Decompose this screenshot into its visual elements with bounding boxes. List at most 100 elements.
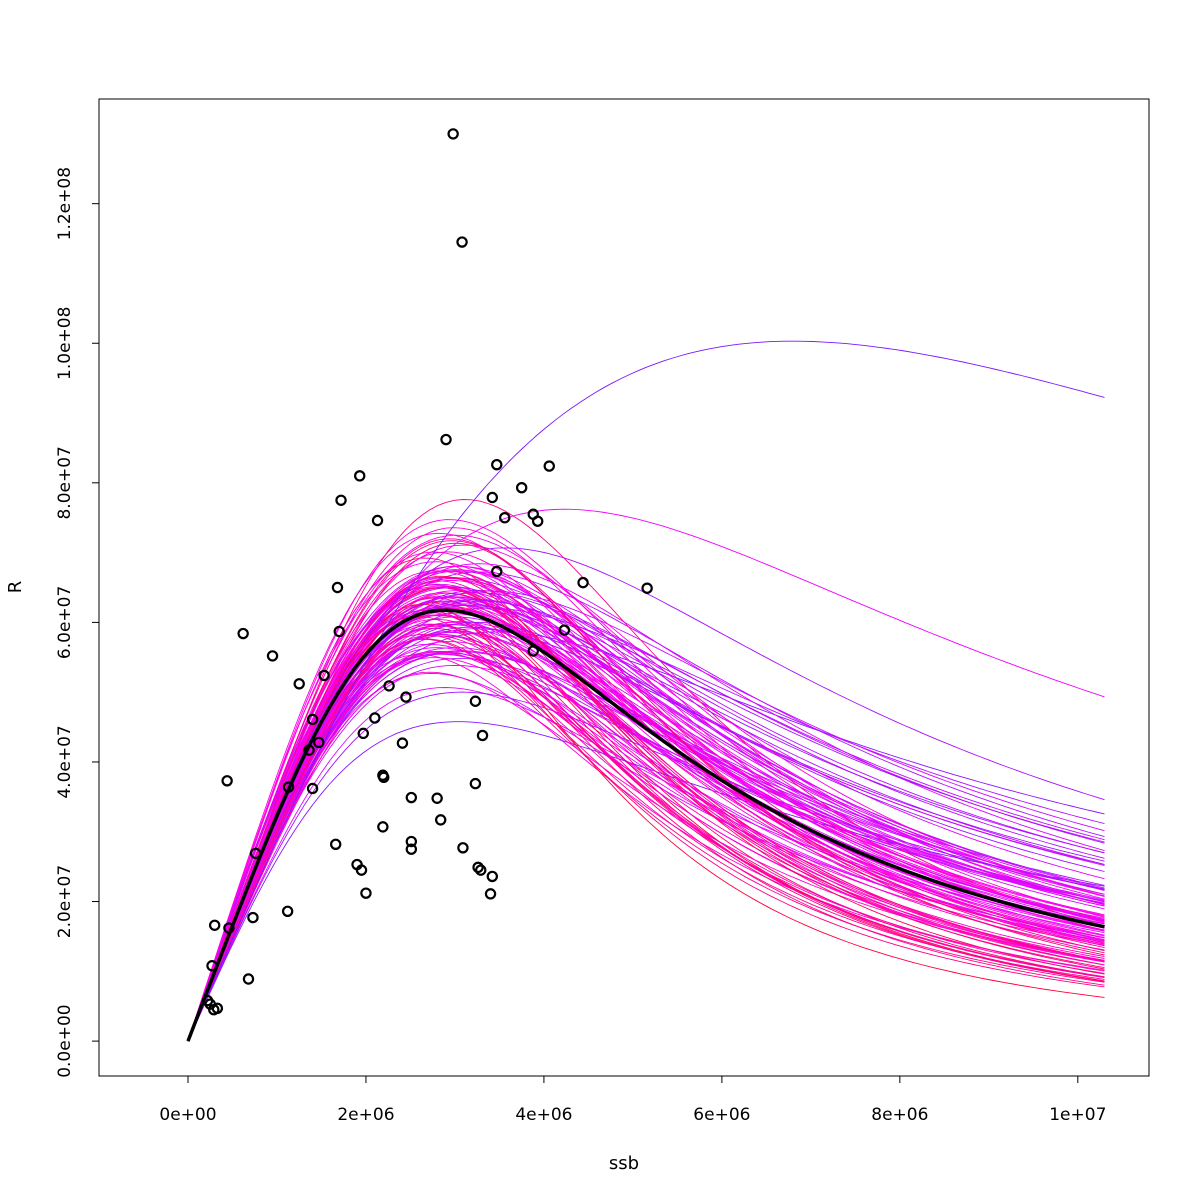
data-point [281,905,294,918]
data-point [237,627,249,640]
data-point [331,581,344,594]
bootstrap-curve [187,570,1105,1042]
x-tick-label: 8e+06 [871,1105,928,1125]
bootstrap-curve [187,624,1105,1042]
bootstrap-curve [187,575,1105,1042]
data-point [378,771,390,784]
data-point [333,625,345,638]
bootstrap-curve [187,563,1105,1042]
data-point [329,838,342,851]
bootstrap-curve [187,576,1105,1042]
y-tick-label: 8.0e+07 [55,446,75,519]
bootstrap-curve [187,557,1105,1042]
bootstrap-curve [187,599,1105,1042]
x-tick-label: 6e+06 [693,1105,750,1125]
data-point [405,843,418,855]
x-tick-label: 2e+06 [337,1105,394,1125]
bootstrap-curve [187,579,1105,1042]
fitted-curve-group [186,608,1105,1042]
data-point [313,736,325,749]
bootstrap-curve [187,603,1105,1042]
data-point [456,236,468,248]
data-point [475,864,487,876]
bootstrap-curve [187,633,1105,1042]
data-point [484,888,497,900]
bootstrap-curve [187,570,1105,1042]
y-tick-label: 2.0e+07 [55,865,75,938]
bootstrap-curve [187,547,1105,1042]
bootstrap-curve [187,587,1105,1042]
bootstrap-curve [187,570,1105,1042]
data-point [282,781,295,793]
bootstrap-curve [187,583,1105,1042]
data-point [208,919,221,931]
data-point [440,433,452,446]
bootstrap-curve [187,631,1105,1042]
data-point [558,624,571,636]
y-tick-label: 6.0e+07 [55,586,75,659]
data-point [472,861,484,874]
bootstrap-curve [187,551,1105,1042]
data-point [491,565,503,578]
bootstrap-curve [187,340,1105,1042]
bootstrap-curve [187,651,1105,1042]
y-tick-label: 4.0e+07 [55,725,75,798]
data-point [469,777,482,790]
bootstrap-curve [187,625,1105,1042]
data-point [396,737,409,749]
bootstrap-curve [187,610,1105,1042]
data-point [208,1004,220,1016]
data-point [383,680,395,692]
data-point [431,792,443,804]
data-point [242,973,255,985]
data-point [266,650,279,662]
bootstrap-curves [187,340,1105,1042]
x-tick-label: 4e+06 [515,1105,572,1125]
data-point [405,835,418,848]
y-tick-label: 1.0e+08 [55,307,75,380]
data-point [499,512,511,524]
data-point [223,922,235,934]
data-point [371,514,384,527]
x-axis-title: ssb [609,1153,639,1174]
observations [201,128,653,1016]
bootstrap-curve [187,611,1105,1042]
data-point [531,515,544,527]
data-point [249,847,262,860]
data-point [476,729,489,742]
bootstrap-curve [187,561,1105,1042]
y-tick-label: 1.2e+08 [55,167,75,240]
bootstrap-curve [187,626,1105,1042]
data-point [434,814,447,826]
data-point [491,458,503,471]
bootstrap-curve [187,596,1105,1042]
y-axis: 0.0e+00 2.0e+07 4.0e+07 6.0e+07 8.0e+07 1.0e+… [55,167,100,1078]
bootstrap-curve [187,615,1105,1042]
bootstrap-curve [187,519,1105,1042]
data-point [360,887,372,899]
data-point [306,713,319,726]
bootstrap-curve [187,577,1105,1042]
data-point [354,470,366,482]
data-point [221,775,233,787]
data-point [335,494,347,506]
bootstrap-curve [187,538,1105,1042]
bootstrap-curve [187,671,1105,1042]
data-point [469,695,482,707]
data-point [527,645,539,657]
bootstrap-curve [187,551,1105,1042]
bootstrap-curve [187,580,1105,1042]
bootstrap-curve [187,527,1105,1042]
bootstrap-curve [187,565,1105,1042]
bootstrap-curve [187,565,1105,1042]
data-point [405,791,418,804]
y-tick-label: 0.0e+00 [55,1004,75,1077]
x-axis: 0e+00 2e+06 4e+06 6e+06 8e+06 1e+07 [159,1075,1106,1125]
bootstrap-curve [187,621,1105,1042]
bootstrap-curve [187,687,1105,1042]
data-point [206,960,218,972]
data-point [318,669,330,682]
bootstrap-curve [187,532,1105,1042]
bootstrap-curve [187,609,1105,1042]
